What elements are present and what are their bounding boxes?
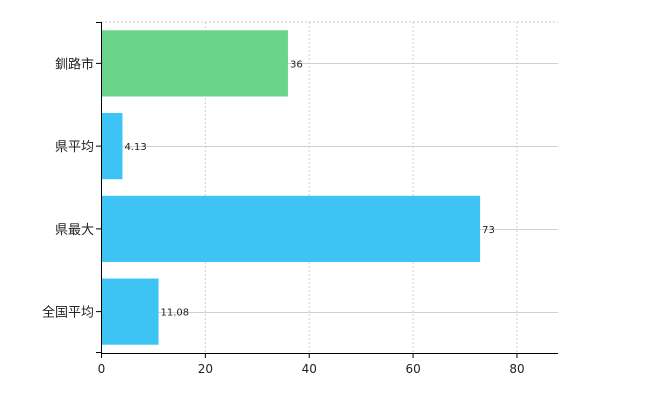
category-label-2: 県最大 [55,223,94,238]
x-tick-label-20: 20 [198,362,213,376]
category-label-1: 県平均 [55,140,94,155]
data-label-2: 73 [482,225,495,236]
x-tick-label-40: 40 [302,362,317,376]
data-label-3: 11.08 [161,308,190,319]
category-label-3: 全国平均 [42,305,94,321]
bar-1 [101,113,123,180]
bars [101,30,481,345]
category-label-0: 釧路市 [55,56,94,72]
labels: 36 釧路市 4.13 県平均 73 県最大 11.08 全国平均 0 20 40 60 80 [42,56,525,376]
data-label-0: 36 [290,59,303,70]
x-tick-label-60: 60 [405,362,420,376]
x-tick-label-0: 0 [98,362,106,376]
bar-3 [101,278,159,345]
x-tick-label-80: 80 [509,362,524,376]
data-label-1: 4.13 [124,142,146,153]
axes [96,22,558,358]
bar-2 [101,195,481,262]
bar-0 [101,30,288,97]
